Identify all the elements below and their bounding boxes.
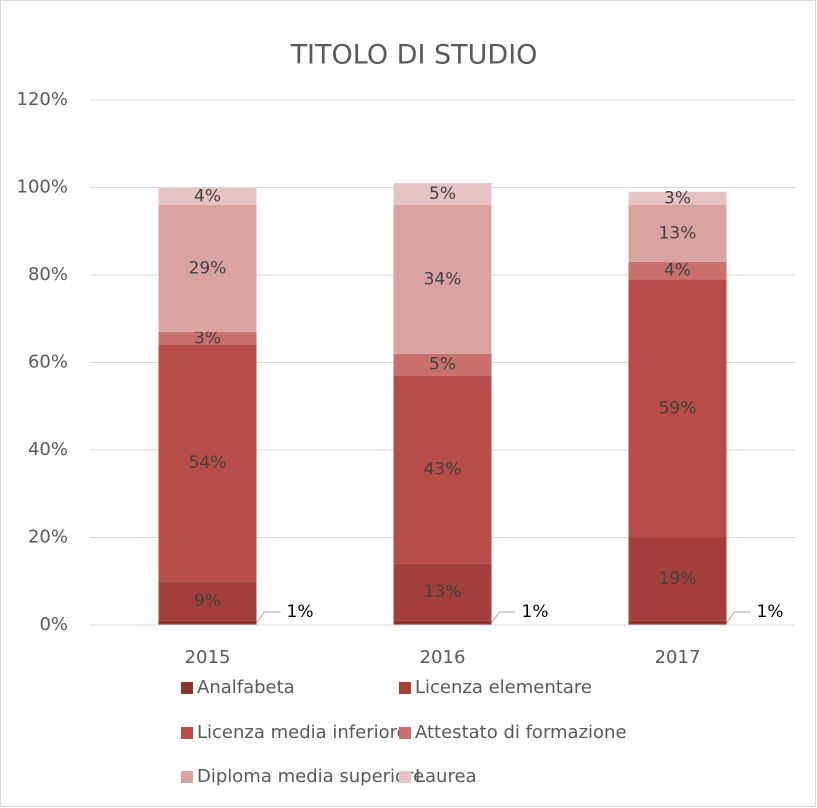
bar-segment — [393, 353, 492, 376]
bar-segment — [393, 620, 492, 625]
bar-segment — [158, 187, 257, 205]
bar-segment — [628, 261, 727, 280]
legend-swatch — [181, 682, 193, 694]
data-label: 1% — [522, 602, 549, 622]
data-label: 43% — [424, 460, 462, 480]
bar-segment — [628, 620, 727, 625]
y-tick-label: 80% — [28, 264, 68, 285]
data-label: 29% — [189, 258, 227, 278]
x-tick-label: 2017 — [655, 647, 701, 668]
legend-swatch — [399, 727, 411, 739]
y-tick-label: 0% — [39, 614, 68, 635]
legend-swatch — [181, 727, 193, 739]
leader-line — [256, 611, 281, 624]
legend-label: Diploma media superiore — [197, 766, 424, 787]
legend-label: Attestato di formazione — [415, 722, 627, 743]
chart-title: TITOLO DI STUDIO — [290, 40, 538, 71]
data-label: 4% — [194, 186, 221, 206]
legend-label: Licenza media inferiore — [197, 722, 408, 743]
y-tick-label: 40% — [28, 439, 68, 460]
data-label: 54% — [189, 453, 227, 473]
y-tick-label: 100% — [17, 177, 68, 198]
x-tick-label: 2016 — [420, 647, 466, 668]
data-label: 19% — [659, 569, 697, 589]
bar-segment — [393, 563, 492, 621]
data-label: 5% — [429, 355, 456, 375]
leader-line — [726, 611, 751, 624]
data-label: 1% — [757, 602, 784, 622]
bar-segment — [628, 537, 727, 621]
data-label: 5% — [429, 184, 456, 204]
bar-segment — [628, 279, 727, 538]
y-tick-label: 60% — [28, 352, 68, 373]
legend-swatch — [399, 682, 411, 694]
bar-segment — [158, 345, 257, 582]
data-label: 3% — [664, 188, 691, 208]
data-label: 9% — [194, 591, 221, 611]
bar-segment — [158, 205, 257, 332]
bar-segment — [628, 205, 727, 262]
legend-label: Laurea — [415, 766, 477, 787]
data-label: 59% — [659, 398, 697, 418]
legend-swatch — [399, 771, 411, 783]
leader-line — [491, 611, 516, 624]
data-label: 1% — [287, 602, 314, 622]
x-tick-label: 2015 — [185, 647, 231, 668]
bar-segment — [158, 620, 257, 625]
bar-segment — [158, 331, 257, 345]
bar-segment — [393, 375, 492, 564]
y-tick-label: 20% — [28, 527, 68, 548]
bar-segment — [158, 581, 257, 621]
bar-segment — [628, 191, 727, 205]
legend-swatch — [181, 771, 193, 783]
y-tick-label: 120% — [17, 89, 68, 110]
data-label: 3% — [194, 328, 221, 348]
bar-segment — [393, 183, 492, 205]
data-label: 13% — [424, 582, 462, 602]
data-label: 34% — [424, 269, 462, 289]
bar-segment — [393, 205, 492, 354]
data-label: 13% — [659, 223, 697, 243]
legend-label: Analfabeta — [197, 677, 295, 698]
data-label: 4% — [664, 261, 691, 281]
legend-label: Licenza elementare — [415, 677, 592, 698]
